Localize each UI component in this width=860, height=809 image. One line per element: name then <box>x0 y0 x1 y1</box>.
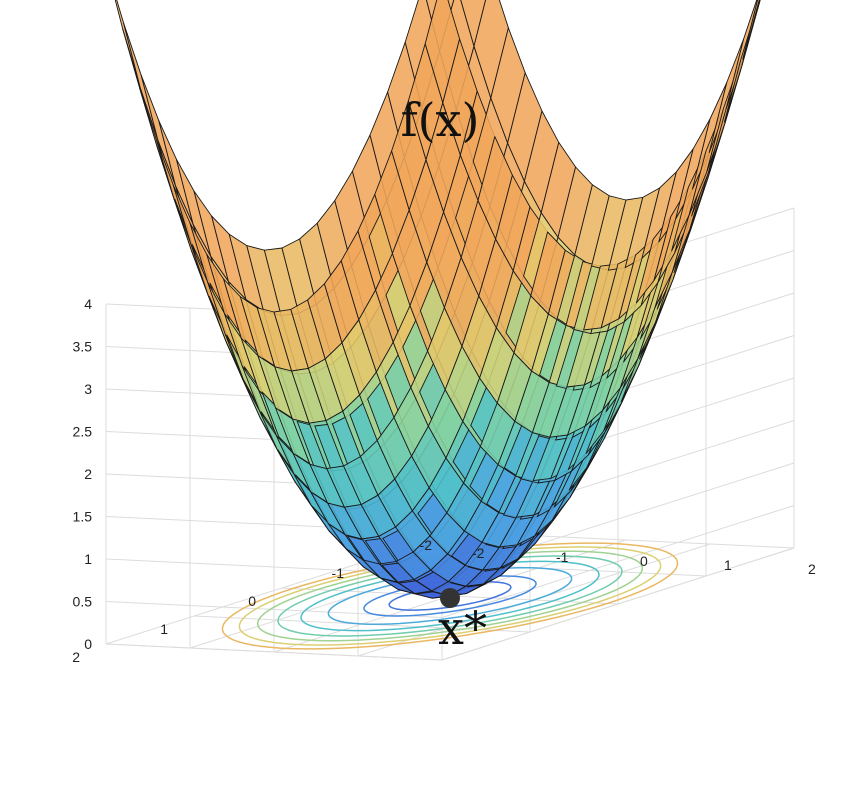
surface-cell <box>140 74 177 187</box>
z-tick-label: 0.5 <box>73 594 93 610</box>
wall-grid-line <box>105 601 443 618</box>
contour-line <box>388 581 512 611</box>
x-tick-label: -1 <box>556 549 569 565</box>
surface-cell <box>158 120 194 226</box>
y-tick-label: -2 <box>420 537 433 553</box>
y-tick-label: -1 <box>332 565 345 581</box>
z-tick-label: 4 <box>84 296 92 312</box>
contour-line <box>277 555 623 637</box>
surface-cell <box>708 38 745 154</box>
chart-title: f(x) <box>401 93 480 147</box>
contour-line <box>300 560 600 632</box>
y-tick-label: 1 <box>160 621 168 637</box>
contour-line <box>238 546 662 646</box>
wall-grid-line <box>441 505 795 618</box>
x-tick-label: 1 <box>724 557 732 573</box>
y-tick-label: 2 <box>72 649 80 665</box>
z-tick-label: 2 <box>84 466 92 482</box>
wall-grid-line <box>441 547 795 661</box>
contour-line <box>221 542 679 650</box>
surface-cell <box>123 22 159 142</box>
y-tick-label: 0 <box>248 593 256 609</box>
contour-lines <box>221 542 679 650</box>
minimum-label: x* <box>438 601 487 655</box>
surface-mesh <box>114 0 761 599</box>
z-tick-label: 1.5 <box>73 509 93 525</box>
surface-cell <box>741 0 761 66</box>
z-tick-label: 0 <box>84 636 92 652</box>
z-tick-label: 3 <box>84 381 92 397</box>
z-tick-label: 3.5 <box>73 339 93 355</box>
minimum-point <box>440 588 460 608</box>
axis-ticks: 0 0.5 1 1.5 2 2.5 3 3.5 4 -2 -1 0 1 2 -2 -1 0 1 2 <box>72 296 816 665</box>
contour-line <box>363 575 537 617</box>
contour-line <box>256 550 644 642</box>
x-tick-label: -2 <box>472 545 485 561</box>
wall-grid-line <box>105 643 443 661</box>
z-tick-label: 1 <box>84 551 92 567</box>
x-tick-label: 0 <box>640 553 648 569</box>
surface-cell <box>759 0 761 3</box>
z-tick-label: 2.5 <box>73 424 93 440</box>
surface-cell <box>114 0 141 89</box>
contour-line <box>327 566 573 626</box>
x-tick-label: 2 <box>808 561 816 577</box>
